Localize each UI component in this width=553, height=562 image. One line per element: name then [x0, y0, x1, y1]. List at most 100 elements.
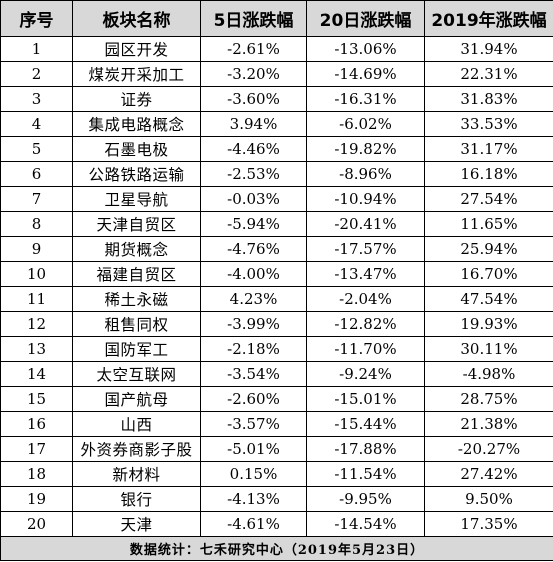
change-ytd: 9.50% — [424, 486, 553, 512]
row-index: 18 — [0, 461, 73, 487]
change-5day: -4.13% — [200, 486, 307, 512]
change-5day: 0.15% — [200, 461, 307, 487]
sector-name: 新材料 — [72, 461, 201, 487]
change-20day: -19.82% — [306, 136, 425, 162]
row-index: 3 — [0, 86, 73, 112]
change-5day: -2.60% — [200, 386, 307, 412]
change-5day: -3.60% — [200, 86, 307, 112]
table-row: 5 石墨电极 -4.46% -19.82% 31.17% — [0, 136, 553, 162]
change-20day: -2.04% — [306, 286, 425, 312]
change-20day: -9.95% — [306, 486, 425, 512]
sector-name: 石墨电极 — [72, 136, 201, 162]
change-ytd: 16.18% — [424, 161, 553, 187]
change-5day: -2.61% — [200, 36, 307, 62]
change-ytd: -4.98% — [424, 361, 553, 387]
table-row: 19 银行 -4.13% -9.95% 9.50% — [0, 486, 553, 512]
table-row: 10 福建自贸区 -4.00% -13.47% 16.70% — [0, 261, 553, 287]
change-20day: -20.41% — [306, 211, 425, 237]
sector-name: 外资券商影子股 — [72, 436, 201, 462]
change-ytd: 31.83% — [424, 86, 553, 112]
change-ytd: 19.93% — [424, 311, 553, 337]
change-ytd: 22.31% — [424, 61, 553, 87]
table-row: 8 天津自贸区 -5.94% -20.41% 11.65% — [0, 211, 553, 237]
row-index: 8 — [0, 211, 73, 237]
change-5day: -2.53% — [200, 161, 307, 187]
change-20day: -16.31% — [306, 86, 425, 112]
change-ytd: 30.11% — [424, 336, 553, 362]
row-index: 7 — [0, 186, 73, 212]
row-index: 10 — [0, 261, 73, 287]
change-ytd: 11.65% — [424, 211, 553, 237]
header-ytd-change: 2019年涨跌幅 — [424, 0, 553, 37]
change-ytd: 31.94% — [424, 36, 553, 62]
change-20day: -15.44% — [306, 411, 425, 437]
change-20day: -14.54% — [306, 511, 425, 537]
table-row: 18 新材料 0.15% -11.54% 27.42% — [0, 461, 553, 487]
sector-name: 期货概念 — [72, 236, 201, 262]
change-5day: -4.61% — [200, 511, 307, 537]
row-index: 11 — [0, 286, 73, 312]
sector-name: 卫星导航 — [72, 186, 201, 212]
header-5day-change: 5日涨跌幅 — [200, 0, 307, 37]
sector-name: 煤炭开采加工 — [72, 61, 201, 87]
change-5day: -4.00% — [200, 261, 307, 287]
table-row: 12 租售同权 -3.99% -12.82% 19.93% — [0, 311, 553, 337]
change-ytd: 17.35% — [424, 511, 553, 537]
sector-name: 银行 — [72, 486, 201, 512]
change-20day: -11.70% — [306, 336, 425, 362]
row-index: 17 — [0, 436, 73, 462]
row-index: 13 — [0, 336, 73, 362]
table-row: 11 稀土永磁 4.23% -2.04% 47.54% — [0, 286, 553, 312]
change-5day: -3.99% — [200, 311, 307, 337]
change-5day: -5.94% — [200, 211, 307, 237]
change-5day: -4.46% — [200, 136, 307, 162]
change-5day: -0.03% — [200, 186, 307, 212]
change-20day: -13.06% — [306, 36, 425, 62]
table-row: 9 期货概念 -4.76% -17.57% 25.94% — [0, 236, 553, 262]
sector-name: 园区开发 — [72, 36, 201, 62]
table-row: 3 证券 -3.60% -16.31% 31.83% — [0, 86, 553, 112]
footer-row: 数据统计：七禾研究中心（2019年5月23日） — [0, 536, 553, 561]
row-index: 6 — [0, 161, 73, 187]
change-20day: -10.94% — [306, 186, 425, 212]
sector-name: 福建自贸区 — [72, 261, 201, 287]
change-ytd: 16.70% — [424, 261, 553, 287]
row-index: 1 — [0, 36, 73, 62]
change-20day: -11.54% — [306, 461, 425, 487]
table-body: 1 园区开发 -2.61% -13.06% 31.94% 2 煤炭开采加工 -3.20% -14… — [0, 36, 553, 537]
change-20day: -15.01% — [306, 386, 425, 412]
sector-name: 山西 — [72, 411, 201, 437]
table-row: 20 天津 -4.61% -14.54% 17.35% — [0, 511, 553, 537]
sector-name: 集成电路概念 — [72, 111, 201, 137]
table-row: 1 园区开发 -2.61% -13.06% 31.94% — [0, 36, 553, 62]
row-index: 20 — [0, 511, 73, 537]
change-20day: -12.82% — [306, 311, 425, 337]
table-row: 6 公路铁路运输 -2.53% -8.96% 16.18% — [0, 161, 553, 187]
sector-name: 国产航母 — [72, 386, 201, 412]
data-source-note: 数据统计：七禾研究中心（2019年5月23日） — [0, 536, 553, 561]
row-index: 12 — [0, 311, 73, 337]
change-ytd: 28.75% — [424, 386, 553, 412]
sector-name: 太空互联网 — [72, 361, 201, 387]
sector-name: 稀土永磁 — [72, 286, 201, 312]
row-index: 14 — [0, 361, 73, 387]
header-sector-name: 板块名称 — [72, 0, 201, 37]
change-5day: -4.76% — [200, 236, 307, 262]
row-index: 4 — [0, 111, 73, 137]
table-row: 4 集成电路概念 3.94% -6.02% 33.53% — [0, 111, 553, 137]
table-row: 14 太空互联网 -3.54% -9.24% -4.98% — [0, 361, 553, 387]
sector-name: 公路铁路运输 — [72, 161, 201, 187]
table-row: 2 煤炭开采加工 -3.20% -14.69% 22.31% — [0, 61, 553, 87]
row-index: 2 — [0, 61, 73, 87]
table-row: 17 外资券商影子股 -5.01% -17.88% -20.27% — [0, 436, 553, 462]
change-ytd: 47.54% — [424, 286, 553, 312]
table-row: 15 国产航母 -2.60% -15.01% 28.75% — [0, 386, 553, 412]
sector-name: 天津 — [72, 511, 201, 537]
row-index: 16 — [0, 411, 73, 437]
change-20day: -13.47% — [306, 261, 425, 287]
row-index: 15 — [0, 386, 73, 412]
change-ytd: 27.54% — [424, 186, 553, 212]
sector-name: 天津自贸区 — [72, 211, 201, 237]
header-20day-change: 20日涨跌幅 — [306, 0, 425, 37]
